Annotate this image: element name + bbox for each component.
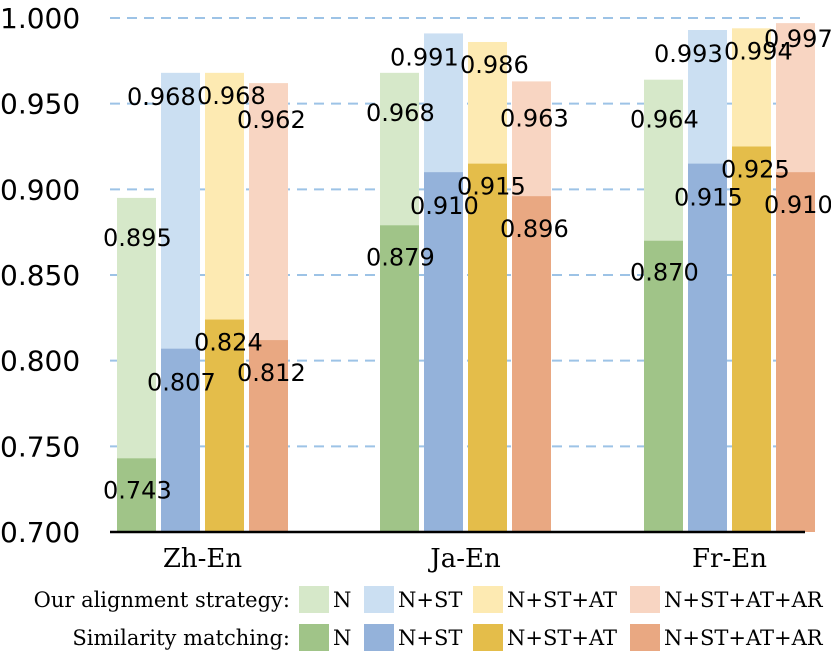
legend-item-label: N xyxy=(333,588,351,612)
data-label: 0.993 xyxy=(654,40,723,68)
bar-similarity-n-st-zh-en xyxy=(161,348,200,532)
legend-swatch xyxy=(364,586,394,613)
legend-row-label: Similarity matching: xyxy=(72,626,290,650)
bar-similarity-n-fr-en xyxy=(644,240,683,532)
data-label: 0.964 xyxy=(630,106,699,134)
data-label: 0.812 xyxy=(237,359,306,387)
bar-similarity-n-st-at-ar-ja-en xyxy=(512,196,551,533)
legend-swatch xyxy=(473,586,503,613)
legend: Our alignment strategy: N N+ST N+ST+AT N+ST+… xyxy=(34,586,824,651)
x-axis-categories: Zh-En Ja-En Fr-En xyxy=(163,544,767,574)
legend-swatch xyxy=(364,624,394,651)
x-category-label: Zh-En xyxy=(163,544,243,574)
data-label: 0.743 xyxy=(103,476,172,504)
data-label: 0.997 xyxy=(764,25,831,53)
legend-item-label: N+ST xyxy=(398,588,462,612)
bar-similarity-n-st-at-fr-en xyxy=(732,146,771,532)
data-label: 0.962 xyxy=(237,106,306,134)
data-label: 0.895 xyxy=(103,224,172,252)
legend-item-label: N+ST+AT+AR xyxy=(664,588,824,612)
data-label: 0.968 xyxy=(197,82,266,110)
data-label: 0.910 xyxy=(764,191,831,219)
data-label: 0.879 xyxy=(366,243,435,271)
data-label: 0.968 xyxy=(366,99,435,127)
bar-similarity-n-zh-en xyxy=(117,458,156,532)
legend-swatch xyxy=(473,624,503,651)
data-label: 0.968 xyxy=(127,83,196,111)
data-label: 0.915 xyxy=(674,184,743,212)
legend-swatch xyxy=(299,624,329,651)
legend-swatch xyxy=(630,586,660,613)
data-label: 0.963 xyxy=(500,104,569,132)
bar-similarity-n-st-ja-en xyxy=(424,172,463,532)
data-label: 0.986 xyxy=(460,51,529,79)
data-label: 0.896 xyxy=(500,215,569,243)
data-label: 0.925 xyxy=(721,156,790,184)
data-label: 0.991 xyxy=(390,43,459,71)
y-tick-label: 0.750 xyxy=(0,430,80,463)
legend-item-label: N+ST xyxy=(398,626,462,650)
x-category-label: Fr-En xyxy=(692,544,767,574)
data-label: 0.915 xyxy=(457,173,526,201)
legend-item-label: N+ST+AT+AR xyxy=(664,626,824,650)
y-tick-label: 1.000 xyxy=(0,2,80,35)
legend-item-label: N+ST+AT xyxy=(507,626,617,650)
y-tick-label: 0.800 xyxy=(0,345,80,378)
y-tick-label: 0.850 xyxy=(0,259,80,292)
data-label: 0.807 xyxy=(147,369,216,397)
y-tick-label: 0.900 xyxy=(0,173,80,206)
legend-row-label: Our alignment strategy: xyxy=(34,588,290,612)
bar-similarity-n-ja-en xyxy=(380,225,419,532)
bar-similarity-n-st-at-ar-fr-en xyxy=(776,172,815,532)
data-label: 0.994 xyxy=(724,37,793,65)
bar-similarity-n-st-fr-en xyxy=(688,163,727,532)
legend-swatch xyxy=(630,624,660,651)
data-label: 0.870 xyxy=(630,259,699,287)
y-tick-label: 0.700 xyxy=(0,516,80,549)
bar-similarity-n-st-at-zh-en xyxy=(205,319,244,532)
legend-item-label: N xyxy=(333,626,351,650)
bar-similarity-n-st-at-ja-en xyxy=(468,163,507,532)
data-labels: 0.895 0.743 0.968 0.807 0.968 0.824 0.962 0.812… xyxy=(103,25,831,504)
bars xyxy=(117,23,815,533)
data-label: 0.824 xyxy=(194,329,263,357)
data-label: 0.910 xyxy=(410,192,479,220)
legend-swatch xyxy=(299,586,329,613)
y-tick-label: 0.950 xyxy=(0,88,80,121)
legend-item-label: N+ST+AT xyxy=(507,588,617,612)
bar-similarity-n-st-at-ar-zh-en xyxy=(249,340,288,532)
x-category-label: Ja-En xyxy=(427,544,501,574)
y-axis-ticks: 0.700 0.750 0.800 0.850 0.900 0.950 1.000 xyxy=(0,2,80,549)
